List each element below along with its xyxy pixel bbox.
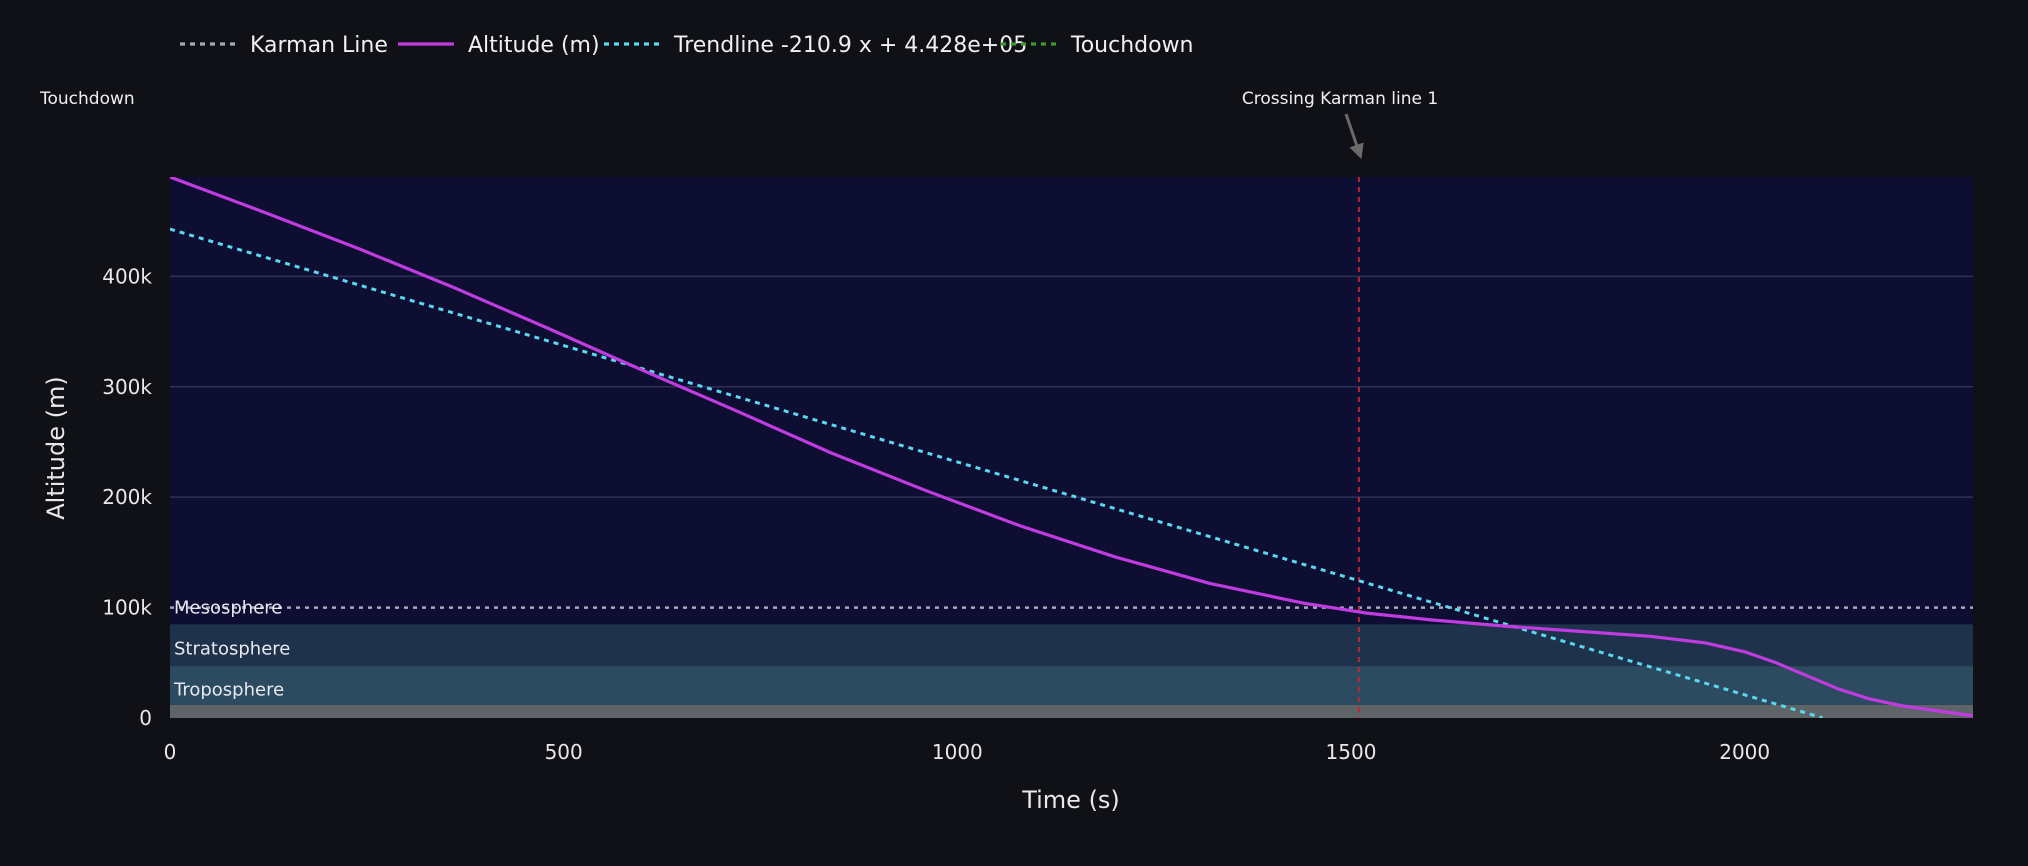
legend-item: Trendline -210.9 x + 4.428e+05	[604, 33, 1027, 58]
band-0	[170, 704, 1973, 718]
legend-label: Touchdown	[1070, 33, 1194, 58]
legend-label: Karman Line	[250, 33, 388, 58]
x-axis-label: Time (s)	[1021, 786, 1120, 814]
y-tick-label: 200k	[102, 485, 152, 509]
altitude-series-line	[170, 177, 1973, 718]
x-tick-label: 1500	[1326, 740, 1377, 764]
x-tick-label: 1000	[932, 740, 983, 764]
axis-ticks: 0 500 1000 1500 2000 0 100k 200k 300k 400k	[102, 264, 1770, 764]
band-label-2: Mesosphere	[174, 598, 282, 619]
x-tick-label: 2000	[1719, 740, 1770, 764]
band-2	[170, 624, 1973, 667]
band-1	[170, 666, 1973, 705]
touchdown-annotation: Touchdown	[39, 89, 135, 109]
trendline-series-line	[170, 227, 1824, 718]
y-tick-label: 0	[139, 706, 152, 730]
legend-item: Karman Line	[180, 33, 388, 58]
legend-label: Trendline -210.9 x + 4.428e+05	[673, 33, 1027, 58]
atmosphere-bands	[170, 177, 1973, 718]
legend: Karman Line Altitude (m) Trendline -210.9 …	[180, 33, 1194, 58]
y-tick-label: 300k	[102, 375, 152, 399]
band-label-0: Troposphere	[173, 679, 284, 700]
y-axis-label: Altitude (m)	[42, 376, 70, 520]
band-labels: Troposphere Stratosphere Mesosphere	[173, 598, 290, 701]
band-label-1: Stratosphere	[174, 638, 290, 659]
legend-item: Touchdown	[1001, 33, 1194, 58]
legend-label: Altitude (m)	[468, 33, 600, 58]
y-tick-label: 100k	[102, 596, 152, 620]
band-3	[170, 177, 1973, 625]
crossing-karman-annotation: Crossing Karman line 1	[1242, 89, 1438, 109]
x-tick-label: 500	[545, 740, 583, 764]
x-tick-label: 0	[164, 740, 177, 764]
legend-item: Altitude (m)	[398, 33, 600, 58]
annotation-arrow	[1344, 113, 1364, 160]
y-tick-label: 400k	[102, 264, 152, 288]
